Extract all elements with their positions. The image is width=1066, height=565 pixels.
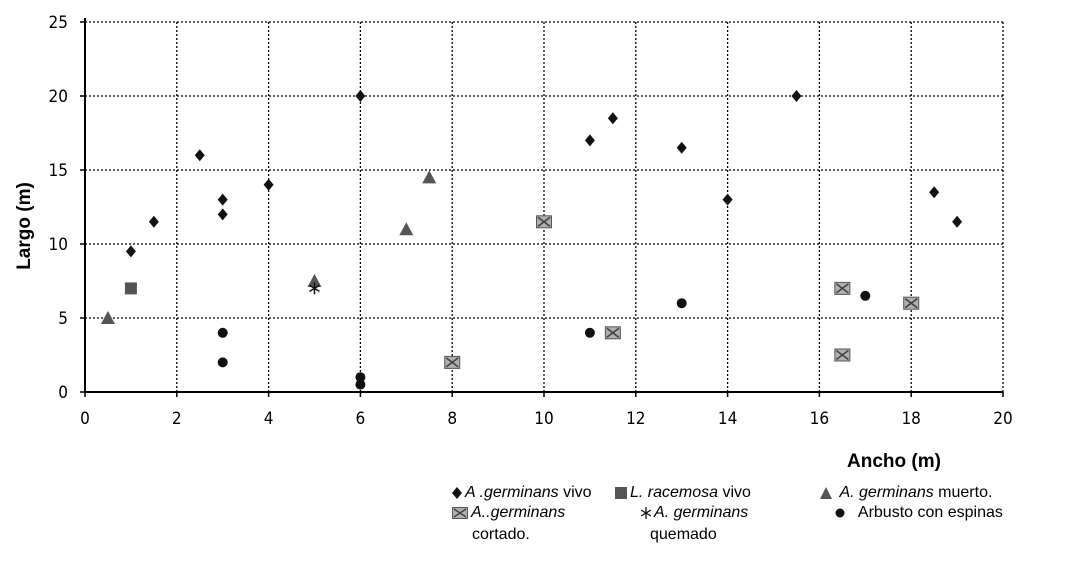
- point-circle: [355, 372, 366, 383]
- legend-item-arbusto: Arbusto con espinas: [834, 504, 1003, 522]
- point-square: [124, 282, 137, 295]
- marker-cross: [835, 349, 849, 361]
- legend-item-cortado-line2: cortado.: [472, 526, 530, 543]
- point-diamond: [791, 90, 802, 102]
- point-diamond: [217, 193, 228, 206]
- point-circle: [676, 298, 687, 309]
- y-tick-label: 25: [49, 13, 68, 33]
- legend: A .germinans vivo L. racemosa vivo A. ge…: [452, 484, 1062, 564]
- point-crossed-square: [834, 348, 851, 362]
- marker-cross: [904, 298, 918, 309]
- y-tick-label: 10: [49, 235, 68, 255]
- x-tick-label: 20: [993, 409, 1012, 429]
- legend-label: vivo: [558, 484, 592, 501]
- legend-item-germinans-quemado: A. germinans: [640, 504, 749, 522]
- y-tick-label: 15: [49, 161, 68, 181]
- point-crossed-square: [604, 326, 621, 340]
- point-triangle: [399, 222, 414, 236]
- marker-cross: [537, 216, 551, 227]
- x-tick-label: 8: [447, 409, 457, 429]
- point-asterisk: [309, 282, 320, 295]
- x-tick-label: 18: [901, 409, 920, 429]
- point-crossed-square: [536, 215, 552, 229]
- x-tick-label: 10: [534, 409, 553, 429]
- point-diamond: [217, 208, 228, 221]
- point-diamond: [194, 149, 205, 162]
- y-tick-label: 0: [58, 383, 68, 403]
- legend-label: muerto.: [933, 484, 993, 501]
- legend-label: L. racemosa: [630, 484, 719, 501]
- x-axis-title: Ancho (m): [847, 451, 941, 472]
- point-circle: [584, 327, 595, 338]
- point-triangle: [307, 274, 322, 287]
- point-diamond: [125, 245, 136, 258]
- x-tick-label: 12: [626, 409, 645, 429]
- x-tick-label: 2: [172, 409, 182, 429]
- x-tick-label: 6: [356, 409, 366, 429]
- y-tick-label: 20: [49, 87, 68, 107]
- legend-item-racemosa-vivo: L. racemosa vivo: [615, 484, 751, 502]
- point-crossed-square: [444, 355, 461, 369]
- square-marker-icon: [615, 487, 627, 499]
- marker-cross: [606, 327, 620, 338]
- point-diamond: [584, 134, 595, 147]
- grid-lines: [85, 21, 1004, 392]
- marker-cross: [445, 357, 459, 368]
- legend-item-germinans-vivo: A .germinans vivo: [452, 484, 592, 502]
- point-diamond: [952, 215, 963, 228]
- y-axis-title: Largo (m): [14, 182, 35, 270]
- crossed-square-marker-icon: [452, 507, 468, 519]
- point-diamond: [929, 186, 940, 199]
- legend-label: vivo: [718, 484, 751, 501]
- x-tick-label: 0: [80, 409, 90, 429]
- data-points: [100, 90, 963, 390]
- point-circle: [355, 379, 366, 390]
- axes: [80, 18, 1004, 397]
- point-diamond: [676, 141, 687, 154]
- point-circle: [217, 357, 228, 368]
- y-tick-label: 5: [58, 309, 68, 329]
- marker-cross: [835, 283, 849, 294]
- point-diamond: [607, 112, 618, 125]
- point-diamond: [355, 90, 366, 102]
- point-crossed-square: [903, 296, 920, 310]
- legend-label: A. germinans: [839, 484, 934, 501]
- point-triangle: [100, 311, 115, 324]
- x-tick-label: 16: [810, 409, 829, 429]
- point-triangle: [422, 170, 437, 184]
- x-tick-labels: 0 2 4 6 8 10 12 14 16 18 20: [80, 409, 1013, 429]
- diamond-marker-icon: [452, 487, 462, 499]
- point-diamond: [722, 193, 733, 206]
- point-crossed-square: [834, 281, 851, 295]
- legend-label: Arbusto con espinas: [857, 504, 1003, 521]
- triangle-marker-icon: [820, 487, 832, 499]
- legend-item-germinans-muerto: A. germinans muerto.: [820, 484, 992, 502]
- legend-label: A .: [465, 484, 484, 501]
- y-tick-labels: 0 5 10 15 20 25: [49, 13, 68, 403]
- x-tick-label: 4: [264, 409, 274, 429]
- legend-item-quemado-line2: quemado: [650, 526, 717, 543]
- asterisk-marker-icon: [640, 507, 652, 519]
- legend-label: A..germinans: [471, 504, 566, 521]
- legend-label: A. germinans: [654, 504, 749, 521]
- point-diamond: [148, 215, 159, 228]
- point-circle: [860, 290, 871, 301]
- legend-label: germinans: [483, 484, 559, 501]
- point-diamond: [263, 178, 274, 191]
- circle-marker-icon: [835, 508, 845, 518]
- x-tick-label: 14: [718, 409, 737, 429]
- point-circle: [217, 327, 228, 338]
- legend-item-germinans-cortado: A..germinans: [452, 504, 565, 522]
